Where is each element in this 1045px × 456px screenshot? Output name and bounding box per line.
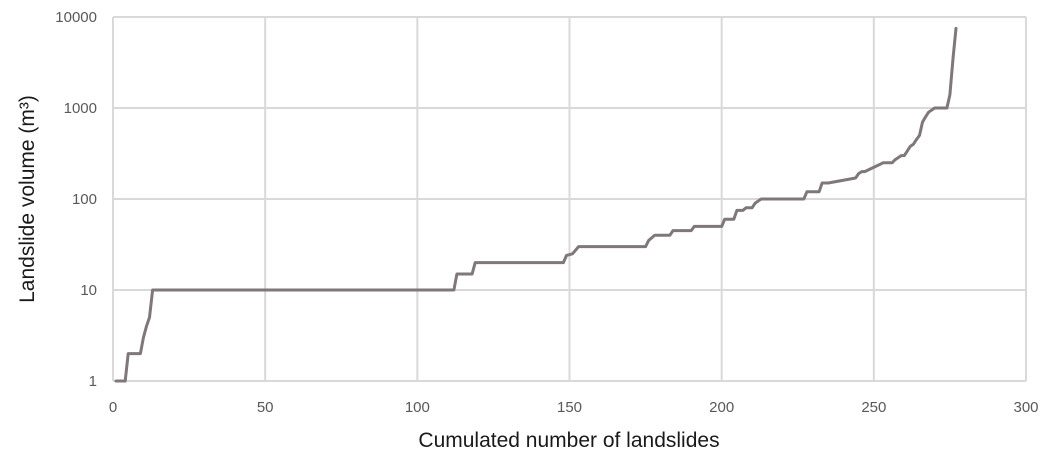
y-tick-label: 1000 xyxy=(64,100,97,117)
x-axis-title: Cumulated number of landslides xyxy=(418,429,719,452)
grid-lines xyxy=(112,16,1027,382)
x-tick-label: 250 xyxy=(861,399,886,416)
x-tick-label: 150 xyxy=(557,399,582,416)
series-line xyxy=(114,26,958,383)
x-tick-label: 200 xyxy=(709,399,734,416)
x-tick-label: 100 xyxy=(405,399,430,416)
x-tick-label: 0 xyxy=(109,399,117,416)
x-tick-label: 50 xyxy=(257,399,274,416)
x-axis-ticks: 0 50 100 150 200 250 300 xyxy=(109,399,1039,416)
y-tick-label: 1 xyxy=(89,373,97,390)
y-tick-label: 10000 xyxy=(55,9,97,26)
y-axis-ticks: 1 10 100 1000 10000 xyxy=(55,9,97,390)
x-tick-label: 300 xyxy=(1013,399,1038,416)
y-axis-title: Landslide volume (m³) xyxy=(16,95,39,303)
y-tick-label: 100 xyxy=(72,191,97,208)
y-tick-label: 10 xyxy=(80,282,97,299)
